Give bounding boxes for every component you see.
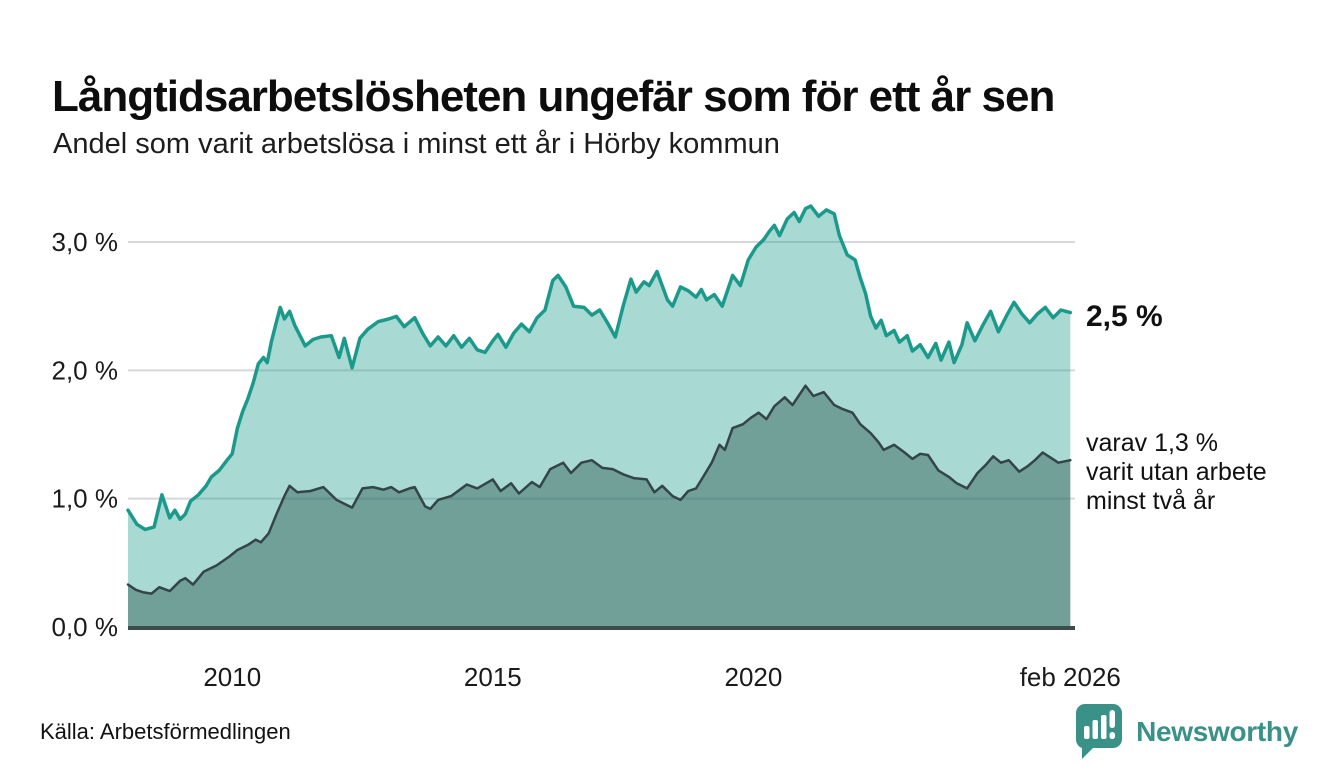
x-axis-tick-label: feb 2026 [1020, 662, 1121, 692]
x-axis-tick-label: 2010 [203, 662, 261, 692]
line-min-one-year [126, 204, 1073, 532]
logo-bar-1 [1084, 726, 1090, 739]
newsworthy-logo: Newsworthy [1074, 704, 1298, 759]
x-axis-tick-label: 2015 [464, 662, 522, 692]
y-axis-tick-label: 1,0 % [52, 484, 119, 514]
logo-exclamation-stem [1109, 710, 1116, 728]
secondary-series-label-line2: varit utan arbete [1086, 458, 1267, 486]
logo-bar-3 [1101, 715, 1107, 739]
page-title: Långtidsarbetslösheten ungefär som för e… [52, 72, 1055, 122]
secondary-series-label-line1: varav 1,3 % [1086, 429, 1219, 457]
newsworthy-logo-text: Newsworthy [1136, 716, 1298, 747]
latest-value-label: 2,5 % [1086, 300, 1163, 333]
y-axis-tick-label: 2,0 % [52, 355, 119, 385]
area-fill-min-two-years [128, 385, 1071, 627]
line-min-two-years [126, 384, 1072, 595]
source-attribution: Källa: Arbetsförmedlingen [40, 719, 291, 744]
y-axis-tick-label: 0,0 % [52, 612, 119, 642]
secondary-series-label: varav 1,3 % varit utan arbete minst två … [1086, 429, 1267, 516]
x-axis-tick-label: 2020 [725, 662, 783, 692]
logo-bar-2 [1092, 720, 1099, 739]
logo-exclamation-dot [1109, 732, 1116, 739]
y-axis-tick-label: 3,0 % [52, 227, 119, 257]
area-fill-min-one-year [128, 206, 1071, 627]
newsworthy-logo-icon [1076, 704, 1123, 759]
logo-bubble-shape [1076, 704, 1123, 759]
page-subtitle: Andel som varit arbetslösa i minst ett å… [53, 128, 780, 160]
secondary-series-label-line3: minst två år [1086, 487, 1216, 515]
